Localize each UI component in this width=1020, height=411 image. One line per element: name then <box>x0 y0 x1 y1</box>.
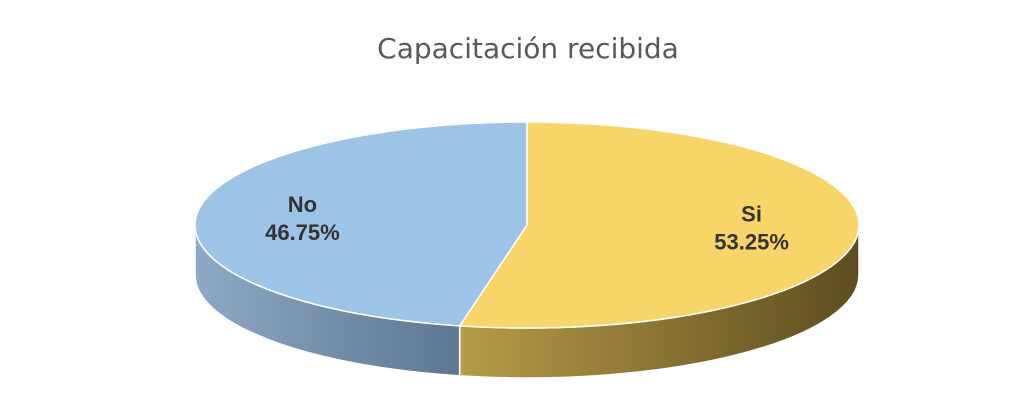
slice-label: Si <box>741 202 762 227</box>
slice-label: No <box>288 192 317 217</box>
slice-value-label: 53.25% <box>714 230 789 255</box>
slice <box>194 121 528 327</box>
slice <box>458 121 860 329</box>
chart-title: Capacitación recibida <box>377 32 679 65</box>
slice-value-label: 46.75% <box>265 220 340 245</box>
